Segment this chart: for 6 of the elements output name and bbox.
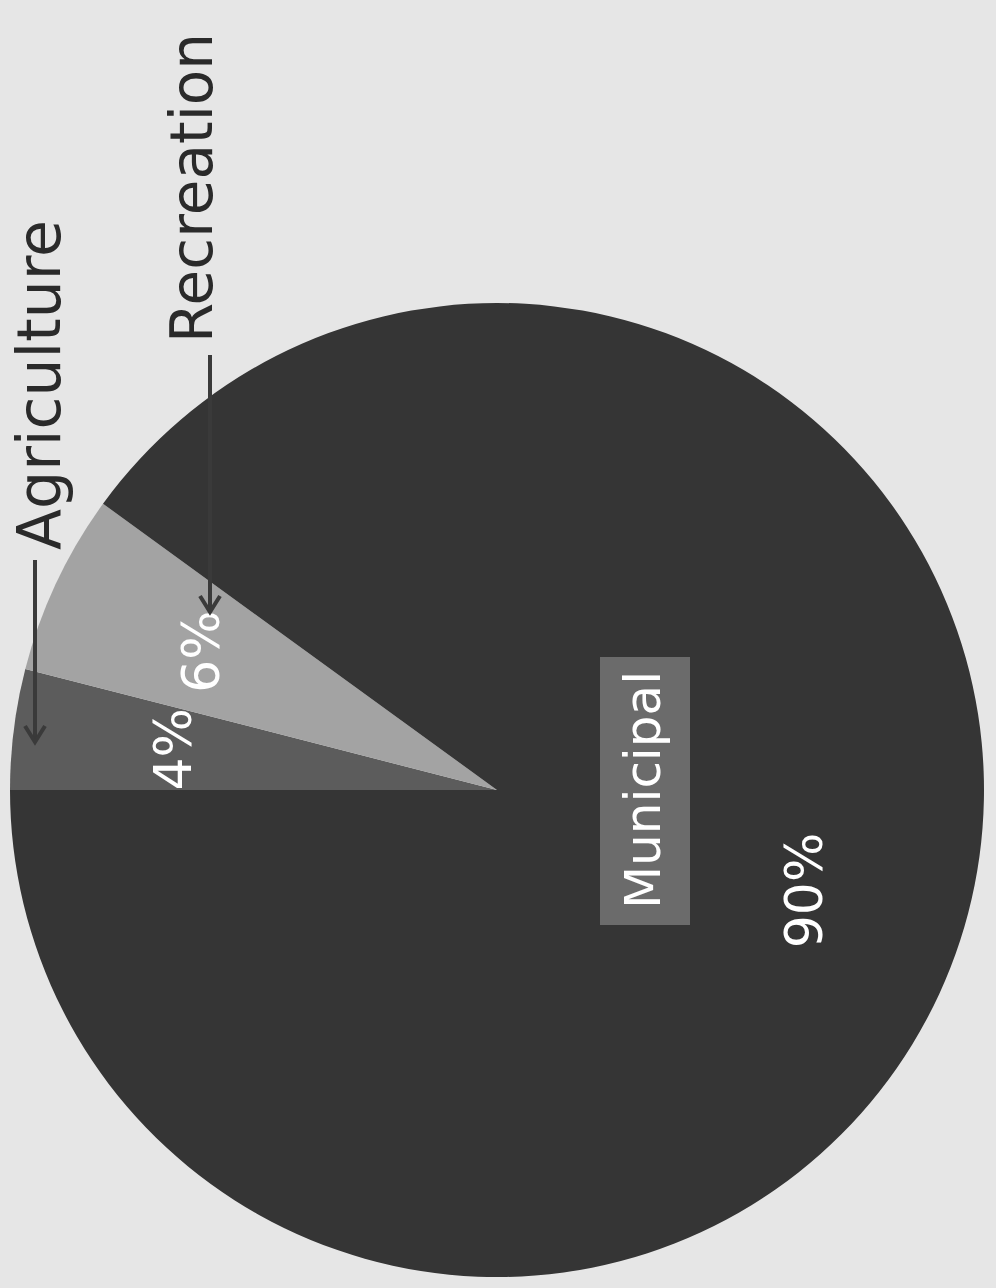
- data-label: 90%: [774, 832, 835, 949]
- slice-label: Agriculture: [4, 220, 74, 550]
- data-label: 6%: [170, 610, 231, 693]
- slice-label: Recreation: [158, 32, 226, 344]
- data-label: 4%: [142, 708, 203, 791]
- slice-label: Municipal: [614, 670, 672, 910]
